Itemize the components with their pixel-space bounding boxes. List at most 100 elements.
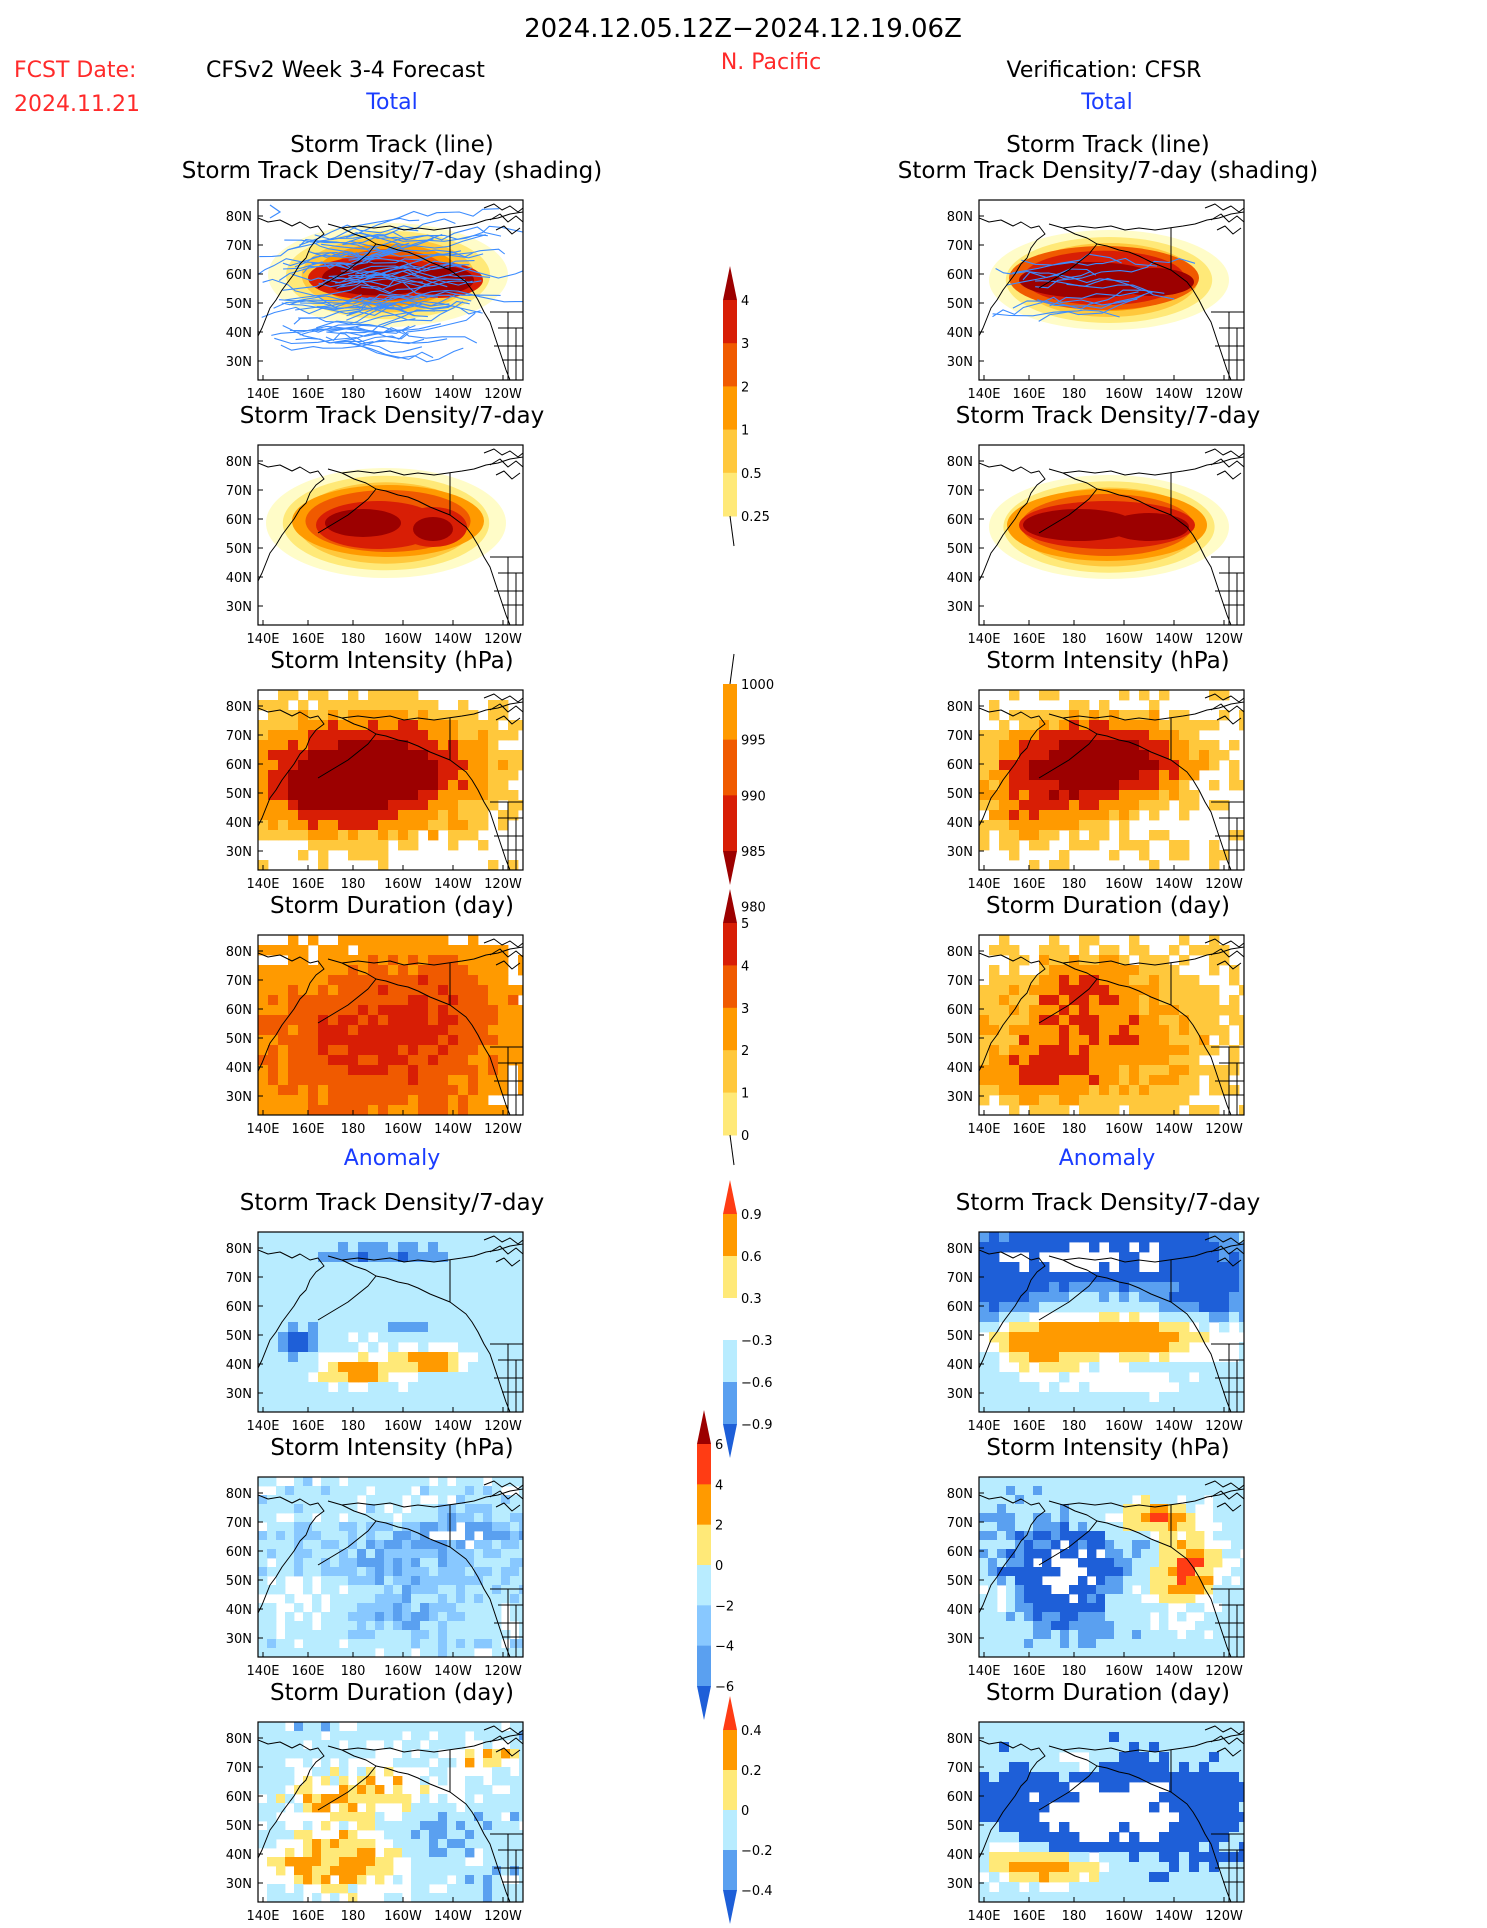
- lat-tick-label: 40N: [226, 571, 252, 586]
- colorbar-label: 980: [741, 901, 766, 916]
- lon-tick-label: 140E: [967, 387, 1000, 402]
- lon-tick-label: 180: [1062, 1122, 1087, 1137]
- lon-tick-label: 160E: [1012, 1122, 1045, 1137]
- density-colorbar: 4 3 2 1 0.5 0.25: [718, 266, 788, 550]
- colorbar-label: 0.9: [741, 1208, 762, 1223]
- lon-tick-label: 180: [1062, 387, 1087, 402]
- lat-tick-label: 80N: [947, 1732, 973, 1747]
- colorbar-label: 4: [715, 1478, 723, 1493]
- lon-tick-label: 160E: [291, 1664, 324, 1679]
- lon-tick-label: 180: [341, 1909, 366, 1924]
- vf-density-title: Storm Track Density/7-day: [955, 403, 1261, 429]
- colorbar-label: 990: [741, 789, 766, 804]
- lon-tick-label: 160W: [1105, 387, 1143, 402]
- fc-track-map: 80N 70N 60N 50N 40N 30N 140E 160E 180 160W 140W 120…: [212, 199, 537, 406]
- lon-tick-label: 140W: [434, 1664, 472, 1679]
- lon-tick-label: 120W: [1205, 1909, 1243, 1924]
- lon-tick-label: 160E: [291, 1419, 324, 1434]
- lon-tick-label: 140E: [246, 1122, 279, 1137]
- vf-track-title-1: Storm Track (line): [1006, 132, 1210, 158]
- vf-track-title-2: Storm Track Density/7-day (shading): [897, 158, 1319, 184]
- lon-tick-label: 180: [1062, 1664, 1087, 1679]
- lat-tick-label: 70N: [226, 1761, 252, 1776]
- colorbar-label: 3: [741, 337, 749, 352]
- vf-anom-density-map: 80N 70N 60N 50N 40N 30N 140E 160E 180 160W 140W 120…: [933, 1231, 1258, 1438]
- lat-tick-label: 40N: [947, 326, 973, 341]
- lat-tick-label: 60N: [947, 758, 973, 773]
- lon-tick-label: 180: [341, 877, 366, 892]
- lat-tick-label: 30N: [226, 1632, 252, 1647]
- lon-tick-label: 160E: [1012, 632, 1045, 647]
- lat-tick-label: 50N: [226, 542, 252, 557]
- lat-tick-label: 30N: [947, 1090, 973, 1105]
- fc-duration-map: 80N 70N 60N 50N 40N 30N 140E 160E 180 160W 140W 120…: [212, 934, 537, 1141]
- anom-intensity-colorbar: 6 4 2 0 −2 −4 −6: [692, 1410, 762, 1720]
- lon-tick-label: 160W: [384, 387, 422, 402]
- lat-tick-label: 80N: [947, 1487, 973, 1502]
- forecast-anomaly-heading: Anomaly: [343, 1146, 441, 1171]
- lon-tick-label: 140W: [434, 387, 472, 402]
- lat-tick-label: 70N: [226, 1271, 252, 1286]
- lon-tick-label: 140E: [246, 1419, 279, 1434]
- lon-tick-label: 140W: [434, 1909, 472, 1924]
- lat-tick-label: 60N: [947, 268, 973, 283]
- lat-tick-label: 30N: [947, 1632, 973, 1647]
- lat-tick-label: 50N: [947, 297, 973, 312]
- lon-tick-label: 160E: [1012, 1909, 1045, 1924]
- colorbar-label: 0.3: [741, 1292, 762, 1307]
- fc-intensity-title: Storm Intensity (hPa): [270, 648, 514, 674]
- lon-tick-label: 160E: [291, 1122, 324, 1137]
- lat-tick-label: 60N: [947, 1545, 973, 1560]
- lat-tick-label: 40N: [947, 1848, 973, 1863]
- lat-tick-label: 50N: [226, 1329, 252, 1344]
- lon-tick-label: 140E: [967, 1664, 1000, 1679]
- anom-duration-colorbar: 0.4 0.2 0 −0.2 −0.4: [718, 1696, 788, 1924]
- lon-tick-label: 160E: [1012, 1664, 1045, 1679]
- lat-tick-label: 50N: [947, 787, 973, 802]
- vf-intensity-title: Storm Intensity (hPa): [986, 648, 1230, 674]
- colorbar-bottom-arrow: [697, 1686, 711, 1720]
- duration-colorbar: 5 4 3 2 1 0: [718, 889, 788, 1169]
- colorbar-segment: [723, 1050, 737, 1094]
- lon-tick-label: 120W: [1205, 387, 1243, 402]
- lon-tick-label: 120W: [1205, 877, 1243, 892]
- colorbar-segment: [697, 1565, 711, 1606]
- lat-tick-label: 60N: [226, 513, 252, 528]
- lon-tick-label: 160E: [1012, 387, 1045, 402]
- colorbar-label: −0.4: [741, 1884, 773, 1899]
- colorbar-label: 0.6: [741, 1250, 762, 1265]
- colorbar-segment: [697, 1605, 711, 1647]
- lat-tick-label: 70N: [947, 974, 973, 989]
- lon-tick-label: 120W: [1205, 1664, 1243, 1679]
- colorbar-label: 4: [741, 959, 749, 974]
- colorbar-segment: [723, 1092, 737, 1136]
- lon-tick-label: 160E: [1012, 877, 1045, 892]
- lon-tick-label: 160W: [384, 1122, 422, 1137]
- lon-tick-label: 160W: [1105, 1909, 1143, 1924]
- colorbar-label: 4: [741, 294, 749, 309]
- colorbar-segment: [697, 1444, 711, 1485]
- lon-tick-label: 140E: [967, 1122, 1000, 1137]
- lat-tick-label: 30N: [226, 1090, 252, 1105]
- lon-tick-label: 140W: [1155, 877, 1193, 892]
- vf-density-map: 80N 70N 60N 50N 40N 30N 140E 160E 180 160W 140W 120…: [933, 444, 1258, 651]
- lon-tick-label: 140W: [434, 1419, 472, 1434]
- colorbar-label: 6: [715, 1438, 723, 1453]
- colorbar-label: −0.2: [741, 1844, 773, 1859]
- colorbar-label: 2: [741, 380, 749, 395]
- lon-tick-label: 120W: [1205, 1419, 1243, 1434]
- lon-tick-label: 140E: [246, 1909, 279, 1924]
- fcst-date-label: FCST Date:: [14, 58, 137, 83]
- colorbar-label: 0.4: [741, 1724, 762, 1739]
- lat-tick-label: 70N: [947, 729, 973, 744]
- lon-tick-label: 180: [341, 1419, 366, 1434]
- colorbar-bottom-arrow: [723, 1424, 737, 1458]
- lon-tick-label: 160E: [291, 1909, 324, 1924]
- lat-tick-label: 40N: [226, 1603, 252, 1618]
- lat-tick-label: 60N: [226, 1300, 252, 1315]
- lat-tick-label: 30N: [947, 845, 973, 860]
- lon-tick-label: 140E: [246, 632, 279, 647]
- colorbar-segment: [697, 1524, 711, 1566]
- lat-tick-label: 70N: [226, 729, 252, 744]
- lat-tick-label: 50N: [226, 787, 252, 802]
